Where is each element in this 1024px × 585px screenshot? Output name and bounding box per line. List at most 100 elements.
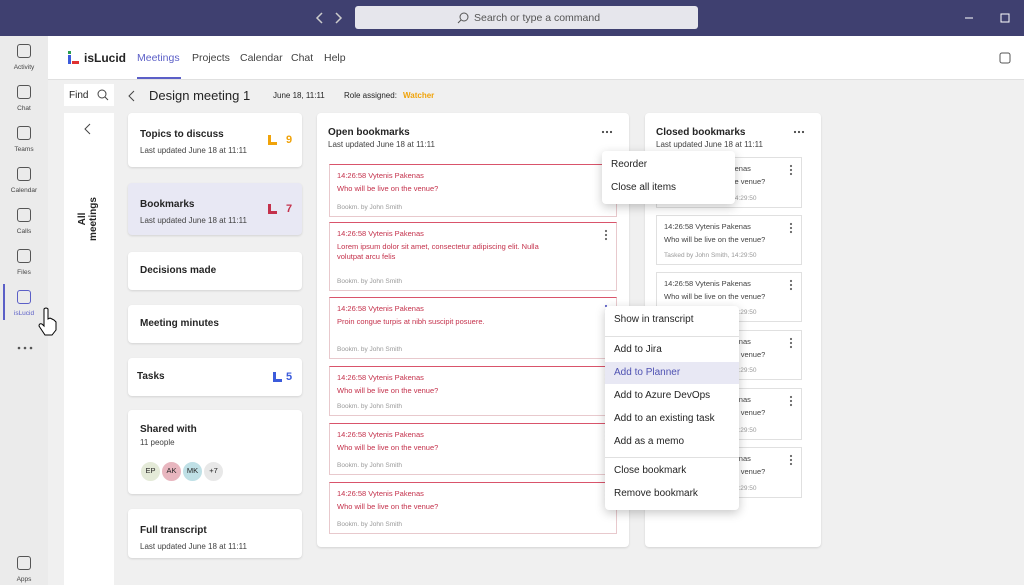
card-icon (268, 135, 277, 145)
toolbar: Find Design meeting 1 June 18, 11:11 Rol… (48, 80, 1024, 112)
panel-subtitle: Last updated June 18 at 11:11 (328, 140, 435, 149)
menu-divider (605, 457, 739, 458)
search-icon (457, 12, 469, 24)
card-subtitle: Last updated June 18 at 11:11 (140, 542, 247, 551)
more[interactable] (793, 130, 805, 134)
find-box[interactable]: Find (64, 84, 114, 106)
menu-item[interactable]: Add to an existing task (614, 413, 715, 424)
card[interactable]: Tasks 5 (128, 358, 302, 396)
menu-highlight (605, 362, 739, 384)
rail-icon[interactable] (17, 208, 31, 222)
card[interactable]: Meeting minutes (128, 305, 302, 343)
more[interactable] (789, 222, 793, 234)
bookmark-text: Who will be live on the venue? (337, 184, 439, 193)
app-header: isLucid Meetings Projects Calendar Chat Help (48, 36, 1024, 80)
more[interactable] (789, 454, 793, 466)
bookmark-text: Proin congue turpis at nibh suscipit pos… (337, 317, 485, 326)
open-panel: Open bookmarks Last updated June 18 at 11… (317, 113, 629, 547)
rail-label: Calls (16, 228, 32, 235)
bookmark-text: Who will be live on the venue? (337, 502, 439, 511)
menu-item[interactable]: Close bookmark (614, 465, 687, 476)
more[interactable] (601, 130, 613, 134)
sidebar: All meetings (64, 113, 114, 585)
bookmark-text: Lorem ipsum dolor sit amet, consectetur … (337, 242, 539, 261)
brand: isLucid (84, 51, 127, 65)
rail-label: Chat (17, 105, 31, 112)
menu-item[interactable]: Add to Jira (614, 344, 662, 355)
card-title: Topics to discuss (140, 129, 224, 140)
title-bar: Search or type a command (0, 0, 1024, 36)
more[interactable] (789, 395, 793, 407)
bookmark-header: 14:26:58 Vytenis Pakenas (337, 171, 424, 180)
card[interactable]: Shared with 11 people EP AK MK +7 (128, 410, 302, 494)
bookmark[interactable]: 14:26:58 Vytenis Pakenas Who will be live… (329, 366, 617, 416)
more[interactable] (604, 229, 608, 241)
bookmark[interactable]: 14:26:58 Vytenis Pakenas Who will be live… (656, 215, 802, 265)
brand-logo (68, 51, 79, 64)
menu-item[interactable]: Add to Planner (614, 367, 681, 378)
more-apps[interactable] (16, 345, 34, 351)
rail-icon[interactable] (17, 290, 31, 304)
bookmark[interactable]: 14:26:58 Vytenis Pakenas Lorem ipsum dolo… (329, 222, 617, 291)
card-count: 7 (286, 203, 293, 215)
search-text: Search or type a command (474, 12, 601, 24)
nav-arrows[interactable] (314, 11, 344, 25)
rail-icon[interactable] (17, 85, 31, 99)
tab[interactable]: Meetings (137, 52, 180, 64)
popout-icon[interactable] (998, 51, 1012, 65)
avatar: +7 (203, 461, 224, 482)
menu-item[interactable]: Show in transcript (614, 314, 694, 325)
tab[interactable]: Calendar (240, 52, 283, 64)
rail-label: Apps (16, 576, 32, 583)
card-title: Full transcript (140, 525, 207, 536)
card[interactable]: Topics to discuss Last updated June 18 at… (128, 113, 302, 167)
window-controls[interactable] (960, 12, 1016, 24)
bookmark-header: 14:26:58 Vytenis Pakenas (337, 430, 424, 439)
card-icon (268, 204, 277, 214)
search-box[interactable]: Search or type a command (355, 6, 698, 29)
bookmark[interactable]: 14:26:58 Vytenis Pakenas Who will be live… (329, 423, 617, 475)
rail-icon[interactable] (17, 167, 31, 181)
tab[interactable]: Help (324, 52, 346, 64)
panel-title: Open bookmarks (328, 127, 410, 138)
card-title: Tasks (137, 371, 165, 382)
rail-icon[interactable] (17, 249, 31, 263)
find-text: Find (69, 90, 89, 101)
rail-label: Calendar (10, 187, 38, 194)
rail-label: Files (17, 269, 31, 276)
more[interactable] (789, 337, 793, 349)
tab[interactable]: Chat (291, 52, 314, 64)
card-title: Bookmarks (140, 199, 195, 210)
card-title: Shared with (140, 424, 197, 435)
menu-item[interactable]: Add to Azure DevOps (614, 390, 711, 401)
more[interactable] (789, 279, 793, 291)
rail-label: isLucid (13, 310, 35, 317)
card[interactable]: Bookmarks Last updated June 18 at 11:11 7 (128, 183, 302, 235)
cursor (38, 307, 57, 336)
bookmark[interactable]: 14:26:58 Vytenis Pakenas Who will be live… (329, 482, 617, 534)
meeting-title: Design meeting 1 (149, 88, 251, 103)
card[interactable]: Decisions made (128, 252, 302, 290)
menu-item[interactable]: Remove bookmark (614, 488, 698, 499)
rail-icon[interactable] (17, 126, 31, 140)
bookmark[interactable]: 14:26:58 Vytenis Pakenas Who will be live… (329, 164, 617, 217)
more[interactable] (789, 164, 793, 176)
bookmark[interactable]: 14:26:58 Vytenis Pakenas Proin congue tur… (329, 297, 617, 359)
bookmark-footer: Bookm. by John Smith (337, 403, 403, 410)
card-icon (273, 372, 282, 382)
rail-icon[interactable] (17, 44, 31, 58)
bookmark-text: Who will be live on the venue? (664, 235, 766, 244)
avatar: AK (161, 461, 182, 482)
collapse[interactable] (84, 123, 92, 135)
tab-underline (137, 77, 181, 79)
tab[interactable]: Projects (192, 52, 230, 64)
menu-item[interactable]: Add as a memo (614, 436, 685, 447)
rail-icon[interactable] (17, 556, 31, 570)
menu-item[interactable]: Close all items (611, 182, 677, 193)
menu-item[interactable]: Reorder (611, 159, 648, 170)
back[interactable] (128, 90, 136, 102)
panel-title: Closed bookmarks (656, 127, 746, 138)
active-bar (3, 284, 5, 320)
card[interactable]: Full transcript Last updated June 18 at 1… (128, 509, 302, 558)
